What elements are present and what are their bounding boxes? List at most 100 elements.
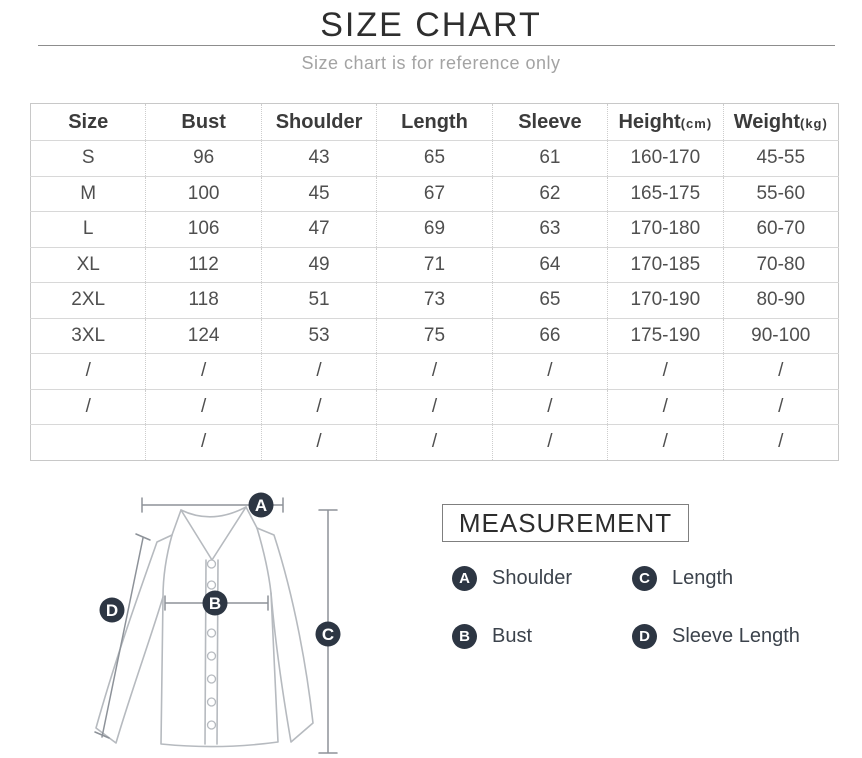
column-header: Height(cm) — [607, 103, 724, 141]
table-row: L 106 47 69 63 170-180 60-70 — [30, 211, 839, 247]
table-cell: 63 — [491, 211, 608, 247]
legend-item-sleeve-length: D Sleeve Length — [632, 624, 800, 649]
table-cell: 67 — [376, 175, 493, 212]
header-row: Size Bust Shoulder Length Sleeve Height(cm) We… — [31, 103, 839, 141]
table-cell: / — [145, 388, 262, 425]
shirt-outline-drawing — [95, 506, 314, 748]
table-cell: / — [260, 353, 377, 389]
table-cell: / — [491, 388, 608, 425]
table-cell: / — [260, 388, 377, 425]
table-row: / / / / / / / — [30, 353, 839, 389]
table-cell: 53 — [260, 317, 377, 354]
table-cell: 80-90 — [722, 282, 839, 318]
legend-label: Shoulder — [492, 567, 573, 589]
legend-key-badge: D — [632, 624, 657, 649]
column-header: Shoulder — [260, 103, 377, 141]
table-cell: / — [145, 353, 262, 389]
table-cell: 118 — [145, 282, 262, 318]
marker-d: D — [99, 597, 125, 623]
table-cell: 66 — [491, 317, 608, 354]
title-divider — [38, 45, 835, 46]
table-cell: / — [376, 353, 493, 389]
table-cell: 47 — [260, 211, 377, 247]
table-cell: 106 — [145, 211, 262, 247]
column-header: Size — [68, 110, 109, 133]
column-header: Length — [376, 103, 493, 141]
table-cell: S — [30, 140, 146, 176]
table-cell: 2XL — [30, 282, 146, 318]
table-cell: / — [260, 424, 377, 460]
legend-label: Bust — [492, 625, 533, 647]
size-table-head: Size Bust Shoulder Length Sleeve Height(cm) We… — [31, 103, 839, 141]
table-row: M 100 45 67 62 165-175 55-60 — [30, 175, 839, 212]
marker-a: A — [248, 492, 274, 518]
table-cell: 96 — [145, 140, 262, 176]
table-cell: / — [607, 424, 724, 460]
size-table: Size Bust Shoulder Length Sleeve Height(cm) We… — [30, 103, 839, 461]
column-header: Bust — [145, 103, 262, 141]
table-cell: 175-190 — [607, 317, 724, 354]
table-cell: 69 — [376, 211, 493, 247]
legend-key-badge: A — [452, 566, 477, 591]
marker-c-letter: C — [322, 625, 334, 644]
page-title: SIZE CHART — [320, 6, 542, 44]
marker-b-letter: B — [209, 594, 221, 613]
table-cell: / — [722, 353, 839, 389]
table-cell: 49 — [260, 246, 377, 283]
legend-item-length: C Length — [632, 566, 733, 591]
table-cell: L — [30, 211, 146, 247]
table-cell: 160-170 — [607, 140, 724, 176]
table-row: S 96 43 65 61 160-170 45-55 — [30, 140, 839, 176]
table-cell: 61 — [491, 140, 608, 176]
table-cell: 65 — [376, 140, 493, 176]
table-cell: 55-60 — [722, 175, 839, 212]
table-cell: 112 — [145, 246, 262, 283]
measurement-title-box: MEASUREMENT — [442, 504, 689, 542]
legend-item-bust: B Bust — [452, 624, 532, 649]
table-cell: / — [491, 424, 608, 460]
page-subtitle: Size chart is for reference only — [301, 53, 561, 73]
table-cell: 62 — [491, 175, 608, 212]
column-header: Sleeve — [491, 103, 608, 141]
table-cell: / — [491, 353, 608, 389]
table-row: / / / / / / / — [30, 388, 839, 425]
table-cell: 90-100 — [722, 317, 839, 354]
table-cell: / — [607, 353, 724, 389]
table-cell: 170-185 — [607, 246, 724, 283]
table-cell: 73 — [376, 282, 493, 318]
table-cell: 71 — [376, 246, 493, 283]
table-cell: / — [30, 353, 146, 389]
table-cell: 170-190 — [607, 282, 724, 318]
table-cell: 51 — [260, 282, 377, 318]
size-table-body: S 96 43 65 61 160-170 45-55 M 100 45 67 62 165-175 55… — [30, 140, 839, 460]
table-cell: 124 — [145, 317, 262, 354]
table-cell: 60-70 — [722, 211, 839, 247]
table-cell: 43 — [260, 140, 377, 176]
table-cell: 3XL — [30, 317, 146, 354]
marker-a-letter: A — [255, 496, 267, 515]
table-row: / / / / / / — [30, 424, 839, 460]
table-cell: / — [722, 388, 839, 425]
legend-label: Length — [672, 567, 734, 589]
table-cell: 65 — [491, 282, 608, 318]
column-header: Weight(kg) — [722, 103, 839, 141]
legend-key-badge: B — [452, 624, 477, 649]
table-cell: / — [376, 424, 493, 460]
table-cell: 64 — [491, 246, 608, 283]
table-cell: / — [30, 388, 146, 425]
table-cell: 70-80 — [722, 246, 839, 283]
shirt-measurement-diagram: A B C D — [94, 492, 341, 754]
table-row: XL 112 49 71 64 170-185 70-80 — [30, 246, 839, 283]
measurement-title: MEASUREMENT — [458, 508, 673, 538]
marker-b: B — [202, 590, 228, 616]
measurement-guides — [94, 497, 338, 754]
table-cell: 45-55 — [722, 140, 839, 176]
table-cell: XL — [30, 246, 146, 283]
table-cell: / — [376, 388, 493, 425]
table-cell: 165-175 — [607, 175, 724, 212]
table-row: 3XL 124 53 75 66 175-190 90-100 — [30, 317, 839, 354]
table-cell: 45 — [260, 175, 377, 212]
table-cell: / — [145, 424, 262, 460]
table-cell: 75 — [376, 317, 493, 354]
